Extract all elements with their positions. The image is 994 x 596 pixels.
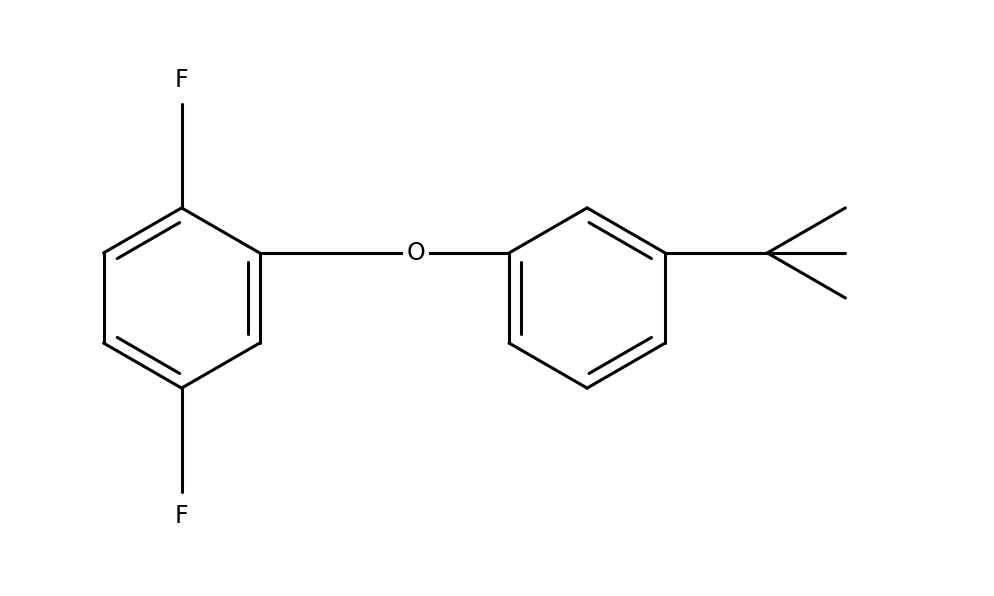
Text: O: O <box>407 241 425 265</box>
Text: F: F <box>175 68 189 92</box>
Text: F: F <box>175 504 189 528</box>
